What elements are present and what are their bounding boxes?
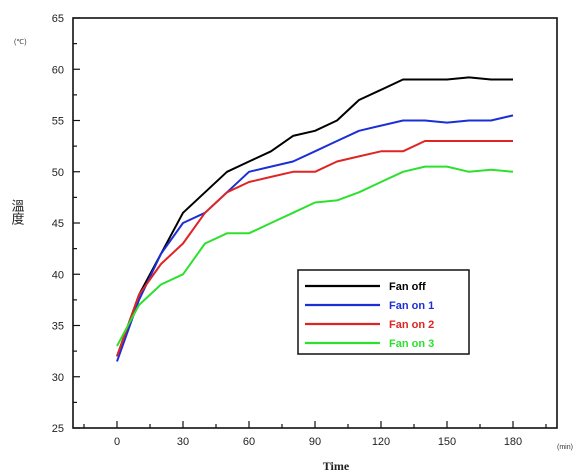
legend: Fan off Fan on 1 Fan on 2 Fan on 3 [297, 269, 470, 355]
y-tick-label: 45 [52, 218, 64, 230]
series-line-fan-on-1 [116, 114, 514, 362]
x-tick-label: 60 [243, 436, 255, 448]
legend-label-fan-on-1: Fan on 1 [389, 300, 434, 312]
y-tick-label: 25 [52, 423, 64, 435]
series-line-fan-on-2 [116, 140, 513, 357]
x-tick-label: 180 [504, 436, 522, 448]
series-line-fan-on-3 [116, 165, 514, 347]
axis-ticks: 25 30 35 40 45 50 55 60 65 0 30 60 90 120 150 180 [52, 13, 547, 448]
y-tick-label: 50 [52, 167, 64, 179]
x-tick-label: 90 [309, 436, 321, 448]
x-tick-label: 0 [114, 436, 120, 448]
x-axis-title: Time [323, 459, 350, 473]
x-tick-label: 120 [372, 436, 390, 448]
legend-label-fan-on-2: Fan on 2 [389, 319, 434, 331]
x-tick-label: 150 [438, 436, 456, 448]
x-tick-label: 30 [177, 436, 189, 448]
y-axis-unit: (℃) [14, 39, 27, 46]
x-axis-unit: (min) [557, 444, 573, 451]
y-tick-label: 65 [52, 13, 64, 25]
y-axis-title: 溫度 [9, 199, 25, 225]
y-tick-label: 60 [52, 64, 64, 76]
y-tick-label: 55 [52, 116, 64, 128]
series-line-fan-off [116, 76, 513, 357]
legend-label-fan-on-3: Fan on 3 [389, 338, 434, 350]
y-tick-label: 30 [52, 372, 64, 384]
legend-box [297, 269, 470, 355]
series-lines [116, 76, 514, 362]
legend-label-fan-off: Fan off [389, 281, 426, 293]
y-tick-label: 40 [52, 269, 64, 281]
y-tick-label: 35 [52, 321, 64, 333]
